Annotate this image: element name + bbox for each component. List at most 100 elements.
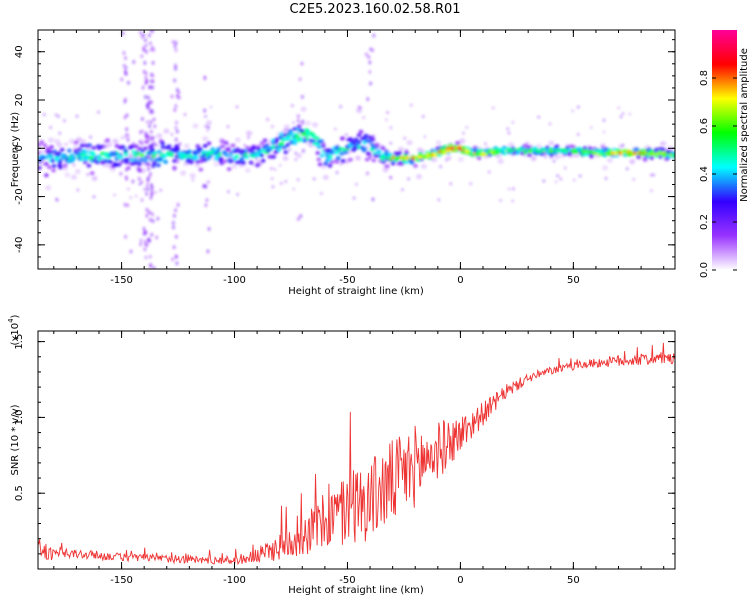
spectrogram-cell (407, 177, 411, 181)
spectrogram-cell (125, 132, 129, 137)
spectrogram-cell (260, 148, 266, 153)
spectrogram-cell (462, 149, 466, 153)
spectrogram-cell (198, 147, 203, 152)
spectrogram-cell (459, 138, 466, 144)
spectrogram-cell (340, 136, 345, 141)
spectrogram-cell (145, 191, 149, 196)
spectrogram-cell (143, 230, 147, 235)
spectrogram-cell (525, 141, 529, 145)
spectrogram-cell (300, 94, 304, 99)
colorbar-tick-label: 0.6 (699, 118, 710, 134)
snr-frame (37, 330, 676, 570)
spectrogram-cell (73, 140, 79, 145)
spectrogram-cell (403, 136, 407, 140)
spectrogram-cell (302, 136, 307, 141)
spectrogram-cell (79, 143, 85, 148)
spectrogram-cell (134, 194, 138, 198)
spectrogram-cell (138, 182, 142, 186)
spectrogram-cell (514, 150, 518, 154)
spectrogram-cell (129, 157, 134, 162)
spectrogram-cell (144, 43, 148, 48)
spectrogram-cell (362, 115, 366, 119)
spectrogram-cell (150, 232, 154, 237)
spectrogram-cell (140, 141, 144, 146)
spectrogram-cell (241, 150, 245, 154)
y-axis-label: Frequency (Hz) (10, 112, 21, 188)
spectrogram-cell (44, 155, 49, 160)
spectrogram-cell (465, 125, 469, 129)
spectrogram-cell (124, 167, 128, 172)
spectrogram-cell (145, 243, 149, 248)
spectrogram-cell (124, 176, 129, 181)
spectrogram-cell (369, 153, 373, 158)
spectrogram-cell (660, 141, 664, 145)
spectrogram-cell (455, 141, 460, 146)
spectrogram-cell (319, 139, 325, 144)
spectrogram-cell (276, 147, 282, 152)
spectrogram-cell (183, 113, 187, 117)
spectrogram-cell (352, 196, 356, 200)
spectrogram-cell (571, 109, 575, 113)
spectrogram-cell (487, 170, 491, 174)
spectrogram-cell (122, 50, 126, 55)
spectrogram-cell (126, 137, 130, 142)
spectrogram-cell (406, 140, 413, 146)
spectrogram-cell (671, 150, 675, 155)
spectrogram-cell (394, 157, 399, 162)
spectrogram-cell (133, 144, 139, 149)
spectrogram-cell (42, 143, 48, 148)
colorbar-tick-label: 0.4 (699, 166, 710, 182)
x-tick-label: -100 (223, 575, 246, 586)
spectrogram-cell (634, 147, 640, 152)
spectrogram-cell (632, 177, 636, 181)
spectrogram-cell (195, 159, 201, 164)
spectrogram-cell (62, 119, 66, 123)
spectrogram-cell (151, 160, 157, 165)
spectrogram-cell (151, 219, 155, 224)
spectrogram-cell (507, 131, 511, 135)
spectrogram-cell (146, 102, 151, 107)
spectrogram-cell (175, 147, 180, 152)
spectrogram-cell (617, 106, 621, 110)
spectrogram-cell (176, 159, 180, 164)
spectrogram-cell (83, 149, 88, 154)
spectrogram-cell (120, 77, 124, 82)
spectrogram-cell (389, 141, 393, 145)
spectrogram-cell (161, 154, 167, 159)
spectrogram-cell (282, 155, 289, 161)
spectrogram-cell (386, 110, 390, 114)
spectrogram-cell (296, 216, 301, 221)
spectrogram-cell (404, 148, 408, 152)
spectrogram-cell (150, 138, 154, 142)
spectrogram-cell (123, 149, 129, 154)
spectrogram-cell (294, 151, 298, 155)
spectrogram-cell (218, 156, 224, 161)
spectrogram-cell (145, 183, 149, 188)
spectrogram-cell (166, 144, 172, 149)
spectrogram-cell (147, 33, 152, 38)
spectrogram-cell (404, 150, 409, 155)
spectrogram-cell (174, 40, 178, 45)
spectrogram-cell (231, 163, 238, 169)
spectrogram-cell (150, 30, 155, 34)
spectrogram-cell (191, 178, 195, 182)
spectrogram-cell (107, 159, 113, 164)
spectrogram-cell (170, 132, 174, 136)
spectrogram-cell (92, 195, 96, 199)
spectrogram-cell (122, 63, 126, 68)
spectrogram-cell (120, 159, 124, 163)
spectrogram-cell (335, 156, 341, 161)
spectrogram-cell (204, 124, 208, 128)
spectrogram-cell (578, 174, 582, 178)
spectrogram-cell (296, 178, 300, 182)
y-tick-label: 1.5 (14, 334, 25, 350)
spectrogram-cell (368, 69, 372, 74)
spectrogram-cell (274, 137, 280, 142)
spectrogram-cell (173, 66, 178, 71)
spectrogram-cell (76, 188, 80, 192)
x-tick-label: 50 (567, 275, 580, 286)
spectrogram-cell (173, 78, 177, 83)
spectrogram-cell (151, 60, 155, 65)
spectrogram-cell (127, 152, 134, 158)
spectrogram-cell (140, 54, 144, 59)
